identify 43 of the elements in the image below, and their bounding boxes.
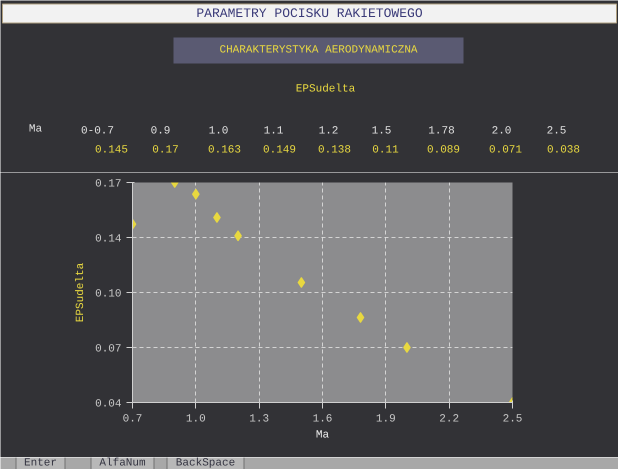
text: 1.2: [318, 126, 338, 138]
text: 0.163: [208, 144, 242, 156]
x-tick-label: 1.9: [376, 414, 396, 426]
text: 0.089: [426, 144, 460, 156]
text: 0.138: [318, 144, 352, 156]
point: [356, 312, 364, 323]
x-tick-label: 1.3: [249, 414, 270, 426]
text: 1.1: [264, 126, 284, 138]
chart-title: PARAMETRY POCISKU RAKIETOWEGO: [196, 6, 423, 21]
text: 1.5: [372, 126, 392, 138]
text: 0.071: [488, 144, 522, 156]
text: 1.0: [208, 126, 228, 138]
x-tick-label: 1.0: [186, 414, 206, 426]
text: 0.11: [372, 144, 400, 156]
x-axis-title: Ma: [316, 430, 330, 442]
y-tick-label: 0.14: [95, 234, 122, 246]
text: 1.78: [428, 126, 455, 138]
text: EPSudelta: [296, 84, 356, 96]
text: Enter: [24, 458, 58, 469]
text: 2.0: [492, 126, 512, 138]
point: [213, 212, 221, 223]
point: [298, 277, 306, 288]
chart-subtitle: CHARAKTERYSTYKA AERODYNAMICZNA: [219, 44, 418, 56]
x-tick-label: 0.7: [122, 414, 142, 426]
text: 2.5: [546, 126, 566, 138]
point: [403, 342, 411, 353]
y-tick-label: 0.04: [95, 398, 122, 410]
text: 0-0.7: [80, 126, 114, 138]
text: BackSpace: [176, 458, 236, 469]
y-axis-title: EPSudelta: [75, 262, 88, 322]
text: 0.149: [262, 144, 296, 156]
text: 0.145: [94, 144, 128, 156]
y-tick-label: 0.10: [95, 288, 122, 300]
text: AlfaNum: [99, 458, 146, 469]
text: 0.17: [152, 144, 179, 156]
x-tick-label: 1.6: [312, 414, 332, 426]
x-tick-label: 2.2: [439, 414, 460, 426]
y-tick-label: 0.17: [95, 178, 122, 190]
text: Ma: [28, 124, 42, 136]
x-tick-label: 2.5: [502, 414, 522, 426]
text: 0.038: [546, 144, 580, 156]
y-tick-label: 0.07: [95, 344, 122, 356]
text: 0.9: [150, 126, 170, 138]
